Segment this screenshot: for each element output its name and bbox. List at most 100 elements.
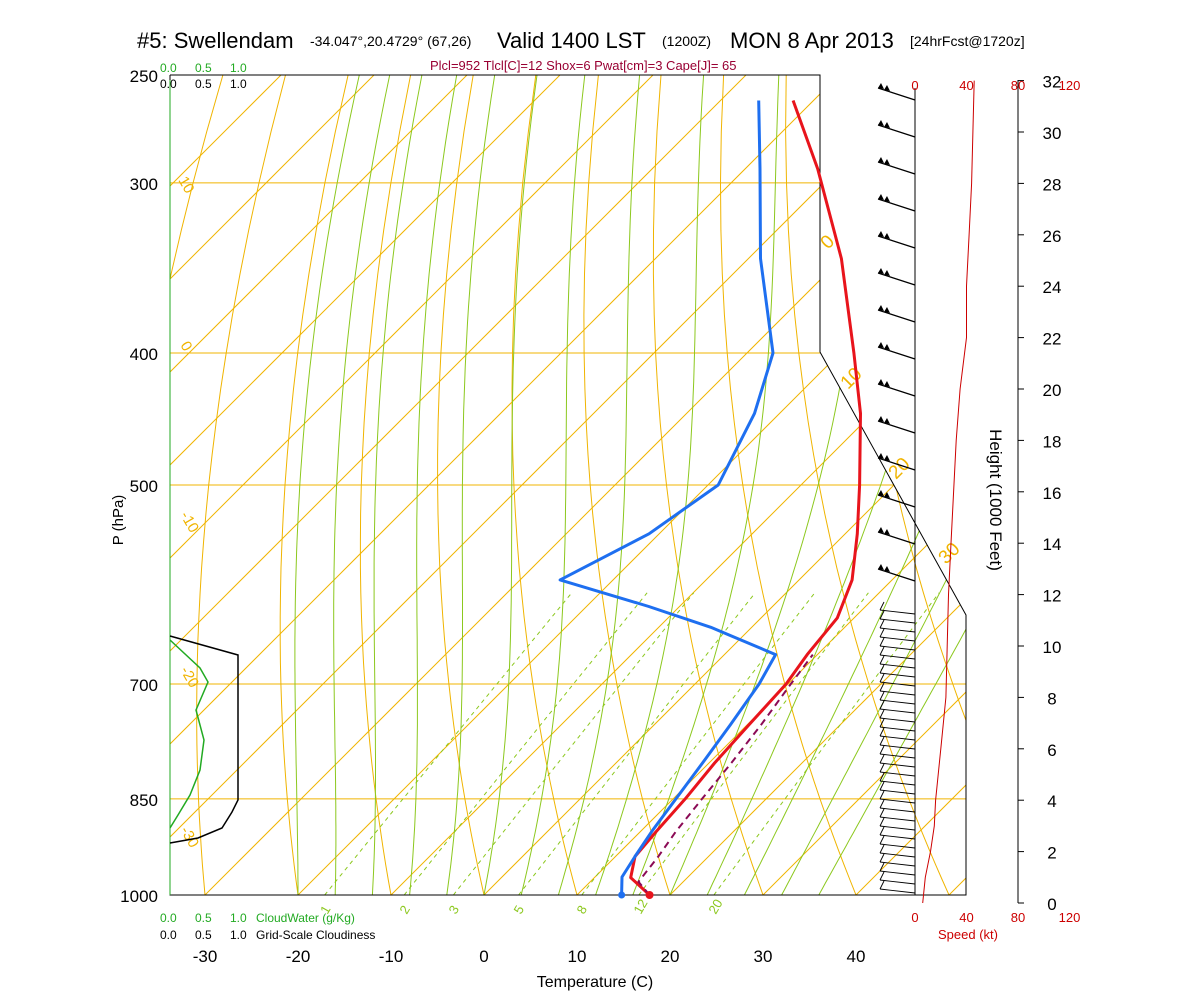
wind-barb-feather	[879, 637, 885, 647]
wind-barb	[879, 807, 916, 813]
temperature-tick-label: 40	[847, 947, 866, 966]
wind-barb-feather	[879, 772, 885, 782]
moist-adiabat	[743, 75, 966, 895]
speed-tick-label-top: 120	[1059, 78, 1081, 93]
pressure-tick-label: 700	[130, 676, 158, 695]
station-name: #5: Swellendam	[137, 28, 294, 53]
wind-barb-feather	[879, 853, 885, 863]
wind-barb-flag	[878, 379, 890, 387]
cloud-panel: 0.0 0.5 1.0 0.0 0.5 1.0 0.0 0.5 1.0 CloudWater (g…	[160, 61, 375, 942]
cloudiness-label: Grid-Scale Cloudiness	[256, 928, 375, 942]
wind-barb	[879, 726, 916, 732]
wind-barb	[879, 717, 916, 723]
temperature-tick-label: -30	[193, 947, 218, 966]
height-tick-label: 18	[1043, 432, 1062, 451]
wind-barb	[877, 161, 916, 175]
speed-axis-label: Speed (kt)	[938, 927, 998, 942]
wind-barb	[879, 654, 916, 660]
cloudiness-tick-label: 0.5	[195, 77, 212, 91]
wind-barb	[877, 494, 916, 508]
height-tick-label: 14	[1043, 535, 1062, 554]
wind-barb-feather	[879, 880, 885, 890]
isotherm-label: -10	[177, 509, 203, 536]
zulu-time: (1200Z)	[662, 33, 712, 49]
height-tick-label: 2	[1047, 844, 1056, 863]
wind-barb-flag	[878, 564, 890, 572]
wind-barb	[877, 383, 916, 397]
pressure-tick-label: 400	[130, 345, 158, 364]
speed-tick-label-bottom: 40	[959, 910, 973, 925]
wind-barb-flag	[878, 342, 890, 350]
moist-adiabat	[520, 75, 586, 895]
moist-adiabat	[595, 75, 705, 895]
cloudwater-tick-label: 0.0	[160, 61, 177, 75]
dry-adiabat	[719, 75, 857, 895]
wind-barb	[877, 420, 916, 434]
wind-barb	[879, 672, 916, 678]
x-axis-label: Temperature (C)	[537, 974, 653, 991]
speed-tick-label-bottom: 0	[911, 910, 918, 925]
wind-barb	[877, 531, 916, 545]
isotherm-line	[855, 75, 966, 895]
wind-barb	[879, 789, 916, 795]
wind-barb-feather	[879, 799, 885, 809]
mixing-ratio-line	[518, 592, 756, 895]
moist-adiabat	[409, 75, 458, 895]
wind-barb	[879, 690, 916, 696]
wind-barb	[879, 780, 916, 786]
cloudwater-tick-label: 0.5	[195, 911, 212, 925]
dry-adiabat	[359, 75, 412, 895]
surface-dewpoint-point	[618, 891, 626, 899]
height-tick-label: 32	[1043, 73, 1062, 92]
valid-time: Valid 1400 LST	[497, 28, 646, 53]
wind-barb	[877, 309, 916, 323]
wind-barb-flag	[878, 83, 890, 91]
wind-barb	[879, 636, 916, 642]
temperature-tick-label: 10	[568, 947, 587, 966]
height-tick-label: 22	[1043, 330, 1062, 349]
wind-barb-feather	[879, 781, 885, 791]
cloudiness-tick-label: 1.0	[230, 77, 247, 91]
wind-barb-feather	[879, 745, 885, 755]
cloudiness-tick-label: 0.5	[195, 928, 212, 942]
wind-barb-feather	[879, 691, 885, 701]
wind-barb	[879, 699, 916, 705]
wind-barb	[879, 834, 916, 840]
valid-date: MON 8 Apr 2013	[730, 28, 894, 53]
wind-barb	[877, 235, 916, 249]
wind-barb-feather	[879, 646, 885, 656]
dry-adiabat	[196, 75, 286, 895]
mixing-ratio-label: 8	[573, 903, 590, 917]
wind-barb-feather	[879, 871, 885, 881]
wind-barb	[879, 681, 916, 687]
temperature-tick-label: 0	[479, 947, 488, 966]
wind-barb-feather	[879, 835, 885, 845]
wind-barb	[879, 609, 916, 615]
wind-barb	[879, 852, 916, 858]
cloudwater-tick-label: 0.0	[160, 911, 177, 925]
wind-barb-feather	[879, 727, 885, 737]
wind-barbs	[877, 83, 916, 895]
wind-barb-feather	[879, 682, 885, 692]
station-coords: -34.047°,20.4729° (67,26)	[310, 33, 472, 49]
mixing-ratio-lines	[324, 592, 940, 895]
isotherm-line	[762, 75, 966, 895]
height-tick-label: 8	[1047, 689, 1056, 708]
wind-barb	[879, 762, 916, 768]
temperature-tick-label: 30	[754, 947, 773, 966]
wind-barb-feather	[879, 817, 885, 827]
wind-barb	[879, 744, 916, 750]
height-tick-label: 4	[1047, 792, 1056, 811]
parcel-line	[637, 654, 814, 896]
cloudwater-tick-label: 1.0	[230, 911, 247, 925]
parcel-parameters: Plcl=952 Tlcl[C]=12 Shox=6 Pwat[cm]=3 Ca…	[430, 58, 737, 73]
dry-adiabat	[583, 75, 671, 895]
wind-barb-feather	[879, 862, 885, 872]
wind-barb	[877, 198, 916, 212]
mixing-ratio-label: 20	[705, 896, 725, 916]
temperature-tick-label: -10	[379, 947, 404, 966]
moist-adiabat	[483, 75, 538, 895]
dry-adiabat	[910, 75, 966, 895]
wind-barb	[879, 708, 916, 714]
